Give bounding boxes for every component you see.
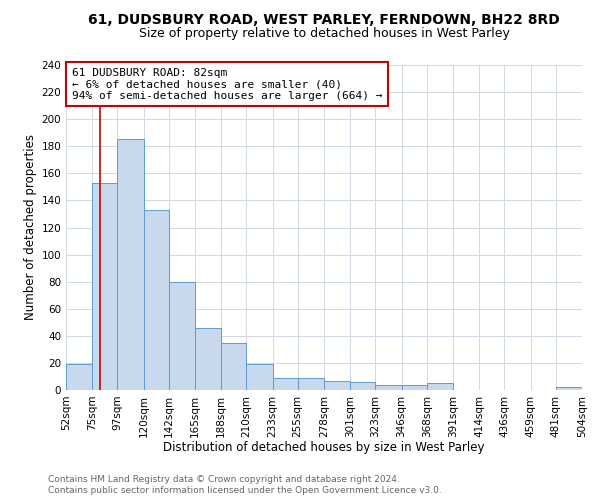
Bar bbox=[66, 364, 92, 390]
Bar bbox=[324, 380, 350, 390]
Bar bbox=[272, 378, 298, 390]
Bar bbox=[298, 378, 324, 390]
Bar bbox=[221, 342, 247, 390]
Bar bbox=[195, 328, 221, 390]
Text: Contains HM Land Registry data © Crown copyright and database right 2024.: Contains HM Land Registry data © Crown c… bbox=[48, 475, 400, 484]
Y-axis label: Number of detached properties: Number of detached properties bbox=[24, 134, 37, 320]
Bar bbox=[143, 210, 169, 390]
Text: 61, DUDSBURY ROAD, WEST PARLEY, FERNDOWN, BH22 8RD: 61, DUDSBURY ROAD, WEST PARLEY, FERNDOWN… bbox=[88, 12, 560, 26]
Bar bbox=[118, 140, 143, 390]
Bar bbox=[401, 384, 427, 390]
Text: Contains public sector information licensed under the Open Government Licence v3: Contains public sector information licen… bbox=[48, 486, 442, 495]
Bar bbox=[169, 282, 195, 390]
Text: Size of property relative to detached houses in West Parley: Size of property relative to detached ho… bbox=[139, 28, 509, 40]
X-axis label: Distribution of detached houses by size in West Parley: Distribution of detached houses by size … bbox=[163, 441, 485, 454]
Bar bbox=[350, 382, 376, 390]
Bar bbox=[376, 384, 401, 390]
Bar bbox=[92, 183, 118, 390]
Bar bbox=[427, 383, 453, 390]
Bar bbox=[556, 388, 582, 390]
Text: 61 DUDSBURY ROAD: 82sqm
← 6% of detached houses are smaller (40)
94% of semi-det: 61 DUDSBURY ROAD: 82sqm ← 6% of detached… bbox=[72, 68, 382, 101]
Bar bbox=[247, 364, 272, 390]
